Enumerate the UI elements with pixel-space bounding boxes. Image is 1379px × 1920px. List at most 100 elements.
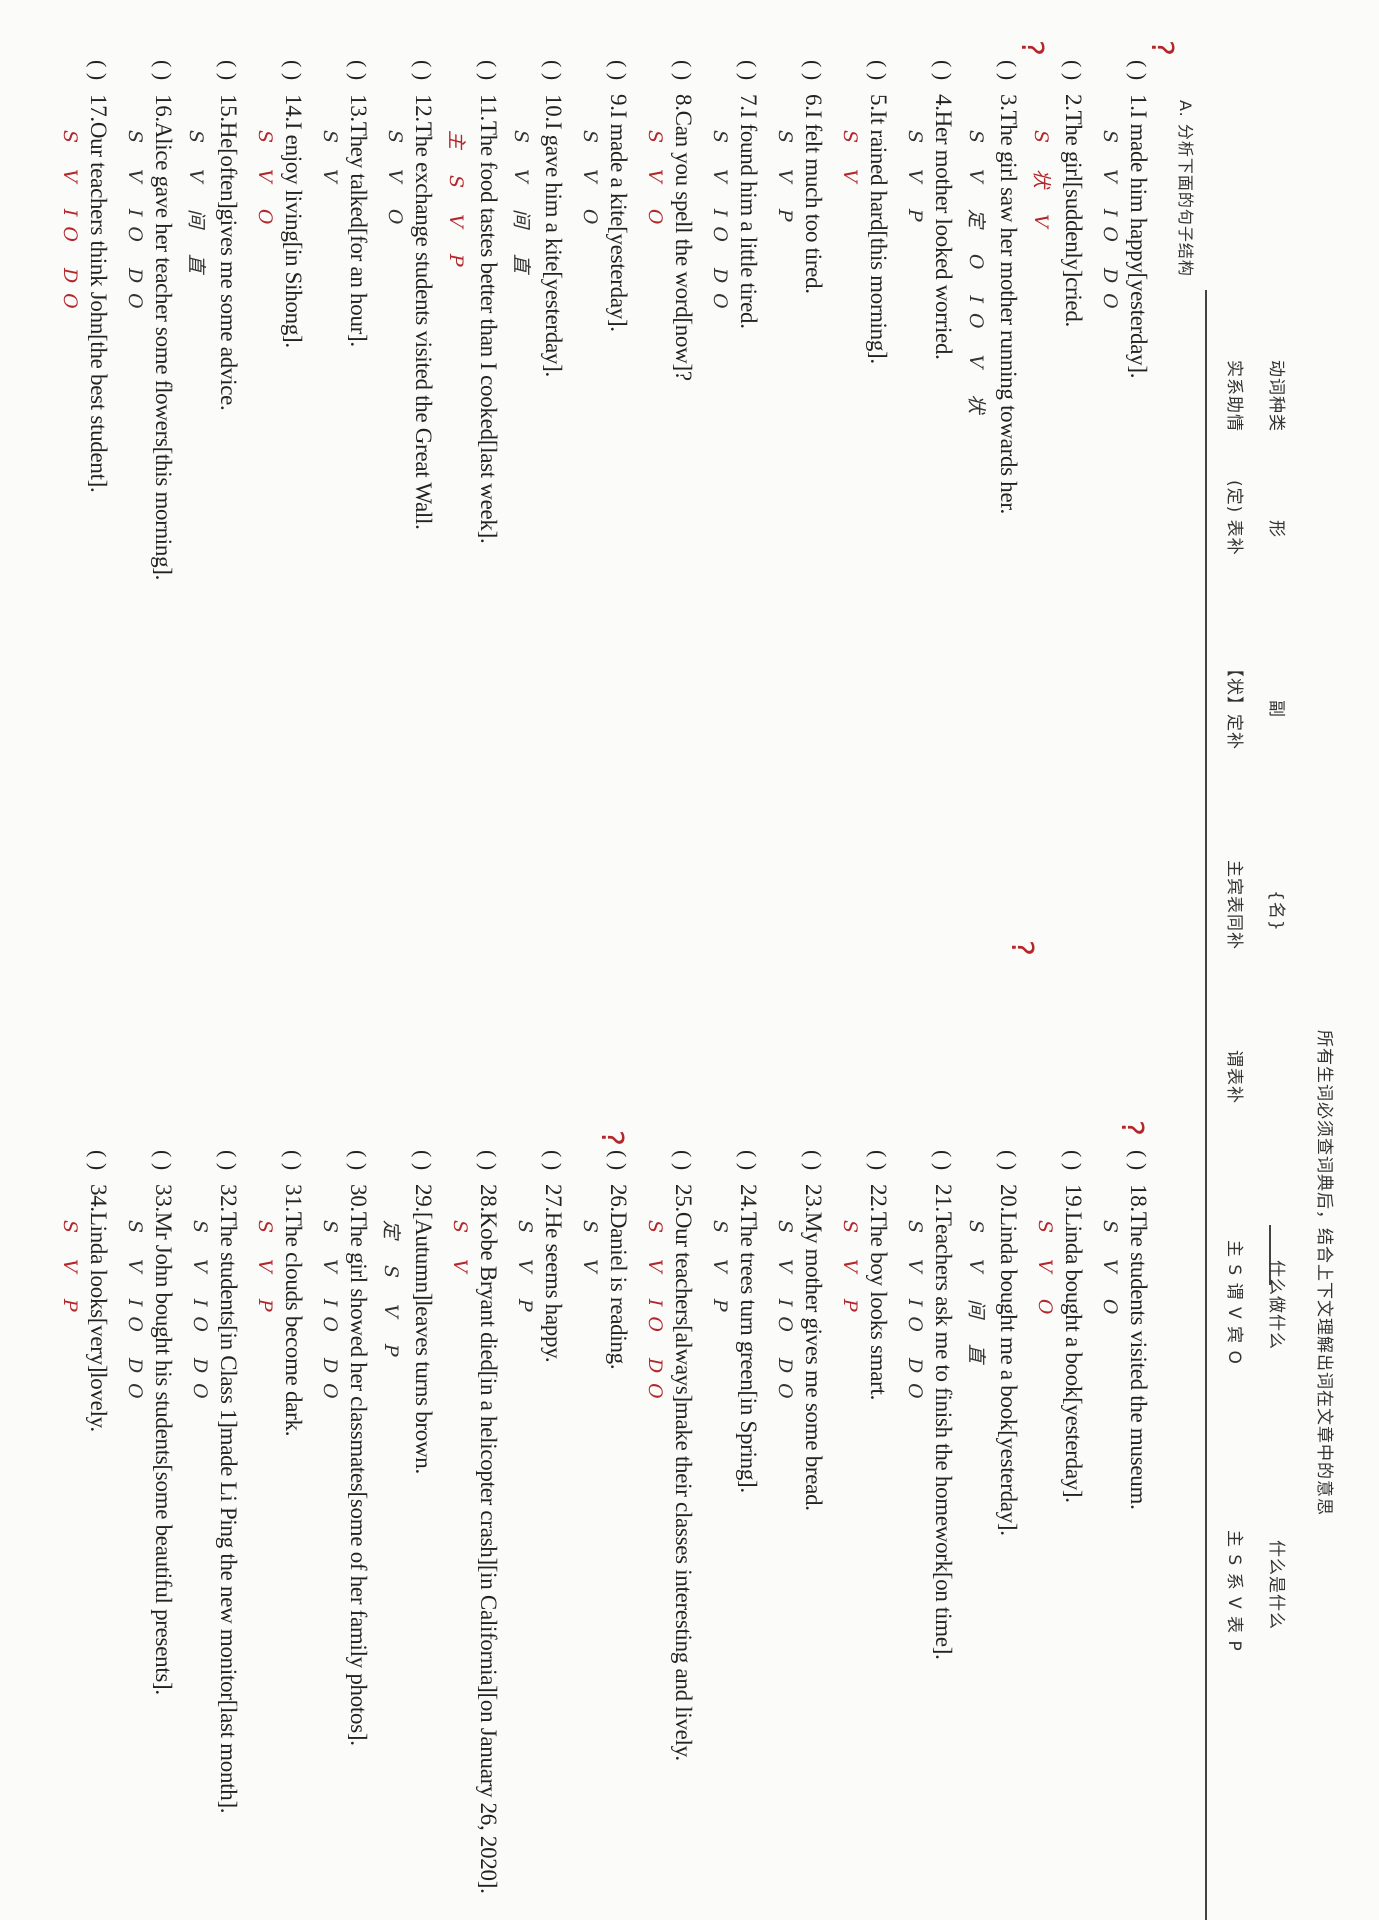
handwritten-annotation: S V IO DO	[709, 130, 731, 319]
sentence: 5.It rained hard[this morning].	[866, 94, 891, 364]
answer-blank[interactable]: ( )	[346, 1150, 371, 1171]
exercise-item: ( ) 7.I found him a little tired. S V IO D…	[696, 60, 761, 580]
sentence: 26.Daniel is reading.	[606, 1184, 631, 1370]
handwritten-annotation: S V IO DO	[319, 1220, 341, 1409]
answer-blank[interactable]: ( )	[541, 1150, 566, 1171]
answer-blank[interactable]: ( )	[801, 1150, 826, 1171]
header-cell: 【状】定补	[1224, 660, 1244, 750]
sentence: 32.The students[in Class 1]made Li Ping …	[216, 1184, 241, 1814]
answer-blank[interactable]: ( )	[866, 60, 891, 81]
exercise-item: ( ) 6.I felt much too tired. S V P	[761, 60, 826, 580]
sentence: 11.The food tastes better than I cooked[…	[476, 94, 501, 544]
sentence: 20.Linda bought me a book[yesterday].	[996, 1184, 1021, 1536]
sentence: 29.[Autumn]leaves turns brown.	[411, 1184, 436, 1474]
handwritten-annotation: S V IO DO	[189, 1220, 211, 1409]
exercise-item: ( ) 2.The girl[suddenly]cried. S 状 V	[1021, 60, 1086, 580]
answer-blank[interactable]: ( )	[671, 1150, 696, 1171]
right-column: ( )18.The students visited the museum. S …	[46, 1150, 1151, 1894]
exercise-item: ( ) 10.I gave him a kite[yesterday]. S V 间…	[501, 60, 566, 580]
handwritten-annotation: S V	[839, 130, 861, 193]
section-title: A. 分析下面的句子结构	[1176, 100, 1195, 277]
handwritten-annotation: S V P	[59, 1220, 81, 1322]
exercise-item: ( ) 30.The girl showed her classmates[som…	[306, 1150, 371, 1894]
sentence: 14.I enjoy living[in Sihong].	[281, 94, 306, 348]
answer-blank[interactable]: ( )	[996, 1150, 1021, 1171]
handwritten-annotation: S V IO DO	[124, 1220, 146, 1409]
answer-blank[interactable]: ( )	[216, 1150, 241, 1171]
handwritten-annotation: S V O	[644, 130, 666, 235]
sentence: 31.The clouds become dark.	[281, 1184, 306, 1437]
answer-blank[interactable]: ( )	[151, 1150, 176, 1171]
answer-blank[interactable]: ( )	[1126, 1150, 1151, 1171]
handwritten-annotation: S V 定 O IO V 状	[965, 130, 987, 424]
sentence: 13.They talked[for an hour].	[346, 94, 371, 347]
answer-blank[interactable]: ( )	[346, 60, 371, 81]
sentence: 17.Our teachers think John[the best stud…	[86, 94, 111, 493]
answer-blank[interactable]: ( )	[86, 1150, 111, 1171]
answer-blank[interactable]: ( )	[476, 1150, 501, 1171]
handwritten-annotation: S V O	[579, 130, 601, 235]
answer-blank[interactable]: ( )	[671, 60, 696, 81]
answer-blank[interactable]: ( )	[411, 60, 436, 81]
sentence: 3.The girl saw her mother running toward…	[996, 94, 1021, 514]
header-title: 所有生词必须查词典后，结合上下文理解出词在文章中的意思	[1314, 1030, 1334, 1516]
answer-blank[interactable]: ( )	[866, 1150, 891, 1171]
answer-blank[interactable]: ( )	[216, 60, 241, 81]
answer-blank[interactable]: ( )	[606, 1150, 631, 1171]
exercise-item: ( ) 5.It rained hard[this morning]. S V	[826, 60, 891, 580]
sentence: 6.I felt much too tired.	[801, 94, 826, 294]
exercise-item: ( ) 17.Our teachers think John[the best s…	[46, 60, 111, 580]
answer-blank[interactable]: ( )	[931, 1150, 956, 1171]
sentence: 10.I gave him a kite[yesterday].	[541, 94, 566, 377]
sentence: 24.The trees turn green[in Spring].	[736, 1184, 761, 1493]
sentence: 23.My mother gives me some bread.	[801, 1184, 826, 1511]
exercise-item: ( ) 3.The girl saw her mother running tow…	[956, 60, 1021, 580]
sentence: 1.I made him happy[yesterday].	[1126, 94, 1151, 379]
exercise-item: ( ) 27.He seems happy. S V P	[501, 1150, 566, 1894]
handwritten-annotation: S V IO DO	[774, 1220, 796, 1409]
header-divider	[1205, 290, 1207, 1920]
handwritten-annotation: S V IO DO	[644, 1220, 666, 1409]
exercise-item: ( ) 29.[Autumn]leaves turns brown. 定 S V P	[371, 1150, 436, 1894]
handwritten-annotation: S V 间 直	[965, 1220, 987, 1373]
answer-blank[interactable]: ( )	[151, 60, 176, 81]
exercise-item: ( ) 8.Can you spell the word[now]? S V O	[631, 60, 696, 580]
answer-blank[interactable]: ( )	[606, 60, 631, 81]
exercise-item: ( ) 33.Mr John bought his students[some b…	[111, 1150, 176, 1894]
answer-blank[interactable]: ( )	[281, 60, 306, 81]
sentence: 19.Linda bought a book[yesterday].	[1061, 1184, 1086, 1503]
exercise-item: ( ) 12.The exchange students visited the …	[371, 60, 436, 580]
exercise-item: ( ) 13.They talked[for an hour]. S V	[306, 60, 371, 580]
exercise-item: ( ) 25.Our teachers[always]make their cla…	[631, 1150, 696, 1894]
answer-blank[interactable]: ( )	[411, 1150, 436, 1171]
header-cell: 形	[1266, 520, 1286, 538]
answer-blank[interactable]: ( )	[1061, 60, 1086, 81]
answer-blank[interactable]: ( )	[736, 1150, 761, 1171]
answer-blank[interactable]: ( )	[1126, 60, 1151, 81]
handwritten-annotation: S V O	[1099, 1220, 1121, 1325]
handwritten-annotation: S V IO DO	[124, 130, 146, 319]
sentence: 16.Alice gave her teacher some flowers[t…	[151, 94, 176, 581]
answer-blank[interactable]: ( )	[476, 60, 501, 81]
answer-blank[interactable]: ( )	[281, 1150, 306, 1171]
sentence: 33.Mr John bought his students[some beau…	[151, 1184, 176, 1695]
exercise-item: ( ) 1.I made him happy[yesterday]. S V IO …	[1086, 60, 1151, 580]
answer-blank[interactable]: ( )	[1061, 1150, 1086, 1171]
handwritten-annotation: 主 S V P	[445, 130, 467, 277]
answer-blank[interactable]: ( )	[801, 60, 826, 81]
handwritten-annotation: S V P	[904, 130, 926, 232]
exercise-item: ( ) 20.Linda bought me a book[yesterday].…	[956, 1150, 1021, 1894]
answer-blank[interactable]: ( )	[931, 60, 956, 81]
exercise-item: ( ) 16.Alice gave her teacher some flower…	[111, 60, 176, 580]
exercise-item: ( ) 23.My mother gives me some bread. S V …	[761, 1150, 826, 1894]
exercise-item: ( ) 34.Linda looks[very]lovely. S V P	[46, 1150, 111, 1894]
red-question-mark: ?	[1014, 40, 1049, 56]
sentence: 27.He seems happy.	[541, 1184, 566, 1363]
sentence: 7.I found him a little tired.	[736, 94, 761, 329]
answer-blank[interactable]: ( )	[996, 60, 1021, 81]
answer-blank[interactable]: ( )	[736, 60, 761, 81]
handwritten-annotation: S V O	[384, 130, 406, 235]
answer-blank[interactable]: ( )	[86, 60, 111, 81]
answer-blank[interactable]: ( )	[541, 60, 566, 81]
red-question-mark: ?	[1004, 940, 1039, 956]
